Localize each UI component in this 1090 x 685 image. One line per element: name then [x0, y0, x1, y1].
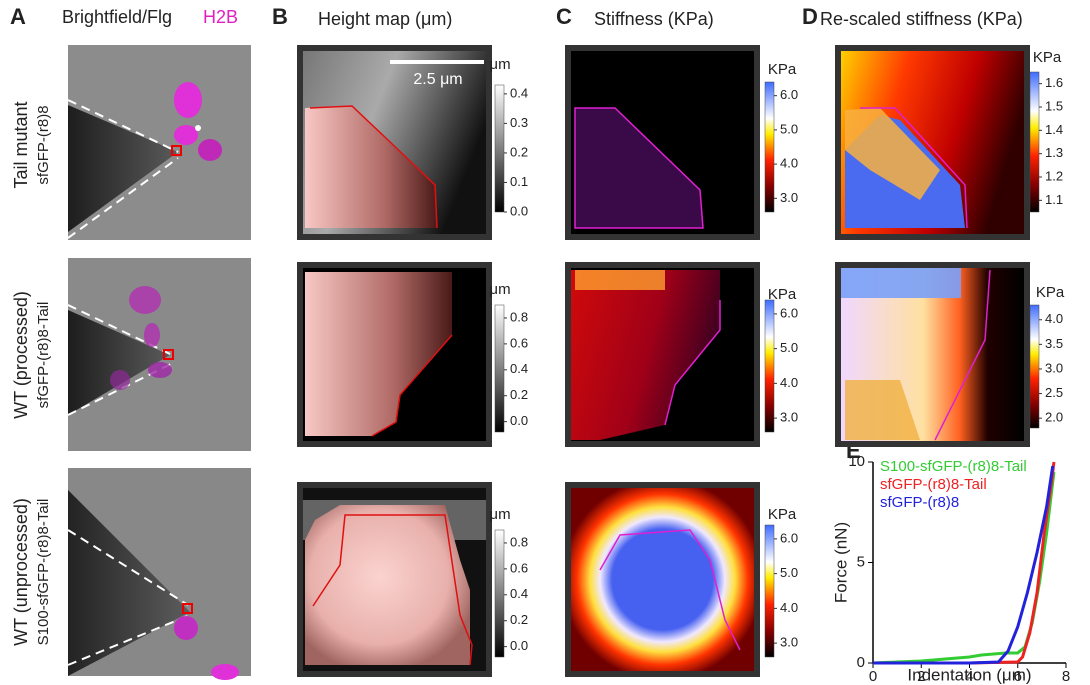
- y-axis-label: Force (nN): [831, 522, 850, 603]
- colorbar: [765, 82, 774, 212]
- colorbar-tick-label: 0.3: [510, 115, 528, 130]
- row-label: Tail mutant: [11, 101, 31, 188]
- colorbar-tick-label: 0.4: [510, 586, 528, 601]
- colorbar-label: KPa: [1036, 284, 1065, 301]
- micrograph: [68, 45, 251, 240]
- colorbar: [765, 525, 774, 657]
- colorbar-tick-label: 0.2: [510, 387, 528, 402]
- stiffness-map: [565, 262, 760, 447]
- colorbar-tick-label: 1.5: [1045, 98, 1063, 113]
- panel-title-accent: H2B: [203, 7, 238, 27]
- row-construct: S100-sfGFP-(r8)8-Tail: [35, 499, 52, 646]
- rescaled-map: [835, 262, 1030, 447]
- colorbar-tick-label: 0.4: [510, 361, 528, 376]
- x-axis-label: Indentation (μm): [907, 665, 1031, 684]
- colorbar-tick-label: 4.0: [1045, 311, 1063, 326]
- colorbar-tick-label: 4.0: [780, 600, 798, 615]
- colorbar-tick-label: 0.4: [510, 85, 528, 100]
- colorbar-label: KPa: [768, 61, 797, 78]
- colorbar-tick-label: 0.0: [510, 203, 528, 218]
- colorbar-tick-label: 0.8: [510, 309, 528, 324]
- colorbar-tick-label: 6.0: [780, 305, 798, 320]
- colorbar: [495, 530, 504, 657]
- colorbar-tick-label: 0.6: [510, 560, 528, 575]
- row-construct: sfGFP-(r8)8: [35, 105, 52, 184]
- x-tick-label: 8: [1062, 668, 1070, 685]
- colorbar-tick-label: 0.2: [510, 144, 528, 159]
- height-map: [297, 262, 492, 447]
- colorbar: [765, 300, 774, 432]
- colorbar-tick-label: 6.0: [780, 530, 798, 545]
- colorbar-tick-label: 1.1: [1045, 192, 1063, 207]
- panel-letter: D: [802, 4, 818, 29]
- panel-title: Stiffness (KPa): [594, 9, 714, 29]
- colorbar-tick-label: 3.0: [780, 410, 798, 425]
- legend-entry: S100-sfGFP-(r8)8-Tail: [880, 458, 1027, 475]
- x-tick-label: 0: [869, 668, 877, 685]
- panel-title: Brightfield/Flg: [62, 7, 172, 27]
- panel-title: Height map (μm): [318, 9, 452, 29]
- stiffness-map: [565, 482, 760, 677]
- colorbar-tick-label: 1.6: [1045, 75, 1063, 90]
- figure: A Brightfield/Flg H2B B Height map (μm) …: [0, 0, 1090, 685]
- colorbar-tick-label: 1.2: [1045, 168, 1063, 183]
- colorbar-tick-label: 3.5: [1045, 336, 1063, 351]
- colorbar-tick-label: 0.0: [510, 413, 528, 428]
- colorbar-tick-label: 0.6: [510, 335, 528, 350]
- legend-entry: sfGFP-(r8)8-Tail: [880, 476, 987, 493]
- colorbar-tick-label: 2.5: [1045, 385, 1063, 400]
- colorbar: [495, 85, 504, 212]
- colorbar-tick-label: 4.0: [780, 375, 798, 390]
- colorbar-tick-label: 1.4: [1045, 122, 1063, 137]
- y-tick-label: 0: [857, 654, 865, 671]
- colorbar-tick-label: 6.0: [780, 87, 798, 102]
- colorbar-tick-label: 5.0: [780, 340, 798, 355]
- colorbar-tick-label: 0.2: [510, 612, 528, 627]
- micrograph: [68, 468, 251, 680]
- row-label: WT (unprocessed): [11, 498, 31, 646]
- legend-entry: sfGFP-(r8)8: [880, 494, 959, 511]
- panel-title: Re-scaled stiffness (KPa): [820, 9, 1023, 29]
- colorbar-tick-label: 1.3: [1045, 145, 1063, 160]
- colorbar-tick-label: 3.0: [780, 190, 798, 205]
- colorbar-tick-label: 0.1: [510, 174, 528, 189]
- y-tick-label: 5: [857, 553, 865, 570]
- height-map: [297, 482, 492, 677]
- colorbar-label: μm: [489, 56, 510, 73]
- micrograph: [68, 258, 251, 451]
- colorbar-label: μm: [489, 506, 510, 523]
- row-construct: sfGFP-(r8)8-Tail: [35, 302, 52, 409]
- colorbar-tick-label: 3.0: [1045, 360, 1063, 375]
- colorbar: [1030, 72, 1039, 212]
- colorbar-tick-label: 5.0: [780, 565, 798, 580]
- scale-bar-label: 2.5 μm: [413, 71, 462, 88]
- rescaled-map: [835, 45, 1030, 240]
- colorbar: [1030, 305, 1039, 428]
- colorbar-label: KPa: [768, 506, 797, 523]
- panel-letter: B: [272, 4, 288, 29]
- colorbar-tick-label: 5.0: [780, 121, 798, 136]
- colorbar-tick-label: 3.0: [780, 635, 798, 650]
- panel-letter: C: [556, 4, 572, 29]
- stiffness-map: [565, 45, 760, 240]
- colorbar-tick-label: 0.0: [510, 638, 528, 653]
- colorbar-label: μm: [489, 281, 510, 298]
- panel-letter: A: [10, 4, 26, 29]
- y-tick-label: 10: [848, 453, 865, 470]
- colorbar-tick-label: 0.8: [510, 534, 528, 549]
- height-map: 2.5 μm: [297, 45, 492, 240]
- row-label: WT (processed): [11, 291, 31, 419]
- colorbar-label: KPa: [1033, 49, 1062, 66]
- colorbar: [495, 305, 504, 432]
- row-labels: Tail mutant sfGFP-(r8)8 WT (processed) s…: [11, 101, 52, 645]
- colorbar-tick-label: 2.0: [1045, 410, 1063, 425]
- colorbar-label: KPa: [768, 286, 797, 303]
- colorbar-tick-label: 4.0: [780, 156, 798, 171]
